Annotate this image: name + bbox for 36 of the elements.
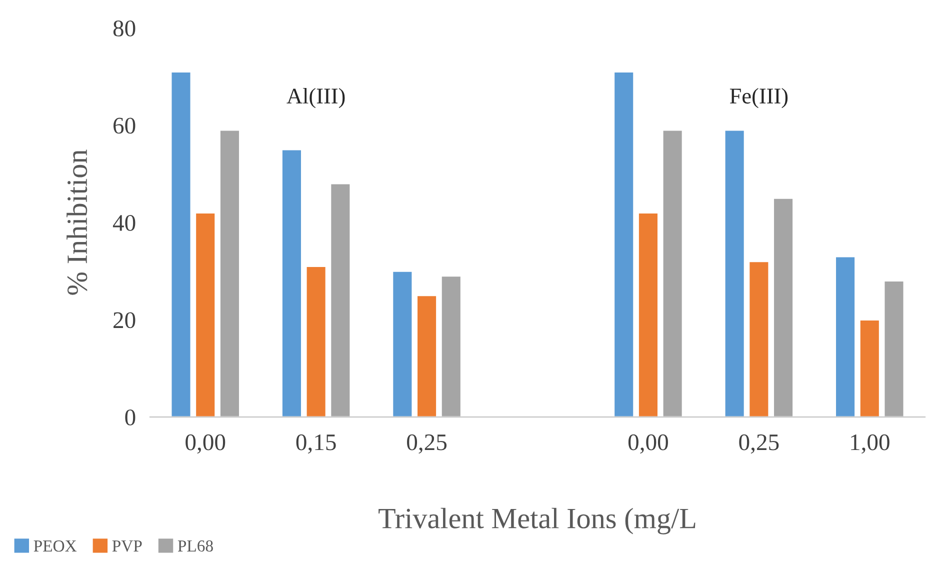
bar xyxy=(772,197,794,417)
x-tick-label: 0,00 xyxy=(186,434,226,454)
x-tick-label: 1,00 xyxy=(851,434,890,454)
y-tick-label: 20 xyxy=(114,312,136,328)
bar xyxy=(416,294,438,417)
legend-label: PEOX xyxy=(34,540,77,552)
bar xyxy=(219,129,240,417)
bar xyxy=(392,270,414,417)
y-tick-label: 80 xyxy=(113,20,136,36)
bar xyxy=(748,260,770,417)
bar xyxy=(330,182,352,417)
bar xyxy=(194,212,216,417)
y-axis-title: % Inhibition xyxy=(66,150,88,295)
y-tick-label: 40 xyxy=(112,214,136,231)
bar xyxy=(834,256,856,417)
annotation: Al(III) xyxy=(286,88,345,108)
bar xyxy=(281,148,302,417)
x-tick-label: 0,25 xyxy=(739,434,779,454)
bar xyxy=(883,280,905,417)
y-tick-label: 0 xyxy=(125,409,136,426)
y-tick-label: 60 xyxy=(114,118,136,134)
x-tick-label: 0,15 xyxy=(296,434,336,454)
bar xyxy=(440,275,462,417)
bar xyxy=(613,71,635,417)
legend-label: PL68 xyxy=(178,540,213,552)
bar xyxy=(662,129,684,417)
bar xyxy=(170,71,192,417)
x-axis-title: Trivalent Metal Ions (mg/L xyxy=(378,508,696,534)
bar xyxy=(305,266,327,417)
legend-label: PVP xyxy=(112,540,142,552)
x-tick-label: 0,25 xyxy=(407,434,447,454)
bar xyxy=(724,129,746,417)
annotation: Fe(III) xyxy=(730,88,788,108)
x-tick-label: 0,00 xyxy=(628,434,668,454)
bar xyxy=(638,212,659,417)
bar xyxy=(858,319,880,417)
